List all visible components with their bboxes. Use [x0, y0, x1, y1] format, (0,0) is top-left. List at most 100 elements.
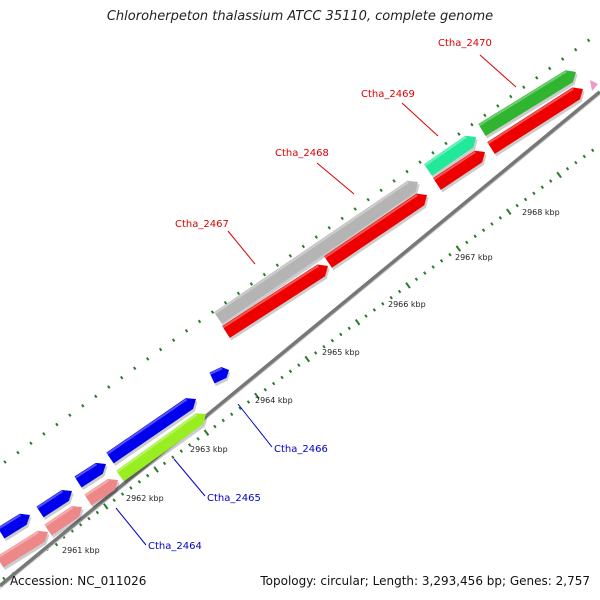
tick-mark	[188, 443, 192, 447]
scale-label-2961: 2961 kbp	[62, 546, 100, 555]
tick-mark	[522, 85, 526, 89]
gene-ctha-2468	[324, 193, 427, 268]
tick-mark	[107, 385, 111, 389]
gene-label-ctha-2464[interactable]: Ctha_2464	[148, 541, 202, 552]
tick-mark	[366, 197, 370, 202]
tick-mark	[582, 154, 586, 159]
gene-salmon-3-highlight	[84, 479, 110, 497]
gene-label-ctha-2467[interactable]: Ctha_2467	[175, 219, 229, 230]
tick-mark	[490, 222, 494, 226]
tick-mark	[229, 412, 234, 417]
tick-mark	[586, 38, 591, 43]
tick-mark	[573, 47, 578, 52]
callout-ctha-2465	[173, 458, 206, 497]
tick-mark	[314, 235, 318, 239]
tick-mark	[153, 466, 159, 473]
tick-mark	[249, 282, 254, 286]
tick-mark	[184, 329, 189, 333]
gene-label-ctha-2465[interactable]: Ctha_2465	[207, 493, 261, 504]
scale-label-2964: 2964 kbp	[255, 396, 293, 405]
scale-label-2967: 2967 kbp	[455, 253, 493, 262]
tick-mark	[457, 132, 461, 136]
tick-mark	[301, 244, 305, 249]
tick-mark	[548, 66, 552, 71]
callout-ctha-2469	[401, 102, 439, 137]
gene-ctha-2469	[424, 135, 476, 176]
gene-salmon-2-highlight	[44, 506, 74, 527]
tick-mark	[509, 94, 513, 99]
tick-mark	[397, 289, 402, 294]
gene-ctha-2464-highlight	[0, 531, 40, 558]
gene-red-1	[222, 264, 328, 338]
scale-label-2962: 2962 kbp	[126, 494, 164, 503]
tick-mark	[481, 228, 486, 232]
tick-mark	[304, 355, 310, 363]
map-title: Chloroherpeton thalassium ATCC 35110, co…	[106, 9, 494, 24]
gene-ctha-2467-highlight	[214, 181, 409, 315]
gene-ctha-2467	[214, 180, 418, 324]
tick-mark	[340, 216, 344, 221]
tick-mark	[431, 150, 435, 155]
backbone	[0, 90, 600, 589]
tick-mark	[102, 503, 109, 510]
callout-ctha-2467	[227, 230, 256, 265]
gene-label-ctha-2468[interactable]: Ctha_2468	[275, 148, 329, 159]
tick-mark	[171, 338, 176, 342]
tick-mark	[210, 310, 215, 314]
tick-mark	[68, 413, 72, 417]
tick-mark	[3, 460, 7, 464]
tick-mark	[322, 344, 326, 349]
gene-blue-4	[106, 398, 196, 464]
tick-mark	[392, 179, 396, 183]
tick-mark	[158, 347, 163, 352]
scale-label-2965: 2965 kbp	[322, 348, 360, 357]
callout-ctha-2468	[316, 162, 355, 195]
scale-label-2968: 2968 kbp	[522, 208, 560, 217]
tick-mark	[339, 332, 343, 337]
scale-label-2963: 2963 kbp	[190, 445, 228, 454]
tick-mark	[590, 148, 595, 153]
tick-mark	[94, 394, 98, 399]
tick-mark	[179, 449, 183, 453]
tick-mark	[560, 57, 565, 61]
tick-mark	[515, 203, 519, 208]
tick-mark	[236, 291, 241, 296]
tick-mark	[405, 169, 409, 174]
tick-mark	[455, 245, 462, 252]
tick-mark	[405, 282, 411, 289]
tick-mark	[540, 185, 545, 189]
tick-mark	[483, 113, 487, 118]
tick-mark	[448, 252, 452, 257]
tick-mark	[263, 387, 267, 392]
tick-mark	[313, 351, 318, 355]
tick-mark	[353, 207, 357, 211]
tick-mark	[354, 318, 361, 326]
gene-blue-3-highlight	[74, 463, 98, 479]
tick-mark	[145, 357, 150, 361]
gene-ctha-2470-highlight	[478, 70, 567, 127]
gene-label-ctha-2469[interactable]: Ctha_2469	[361, 89, 415, 100]
tick-mark	[473, 234, 477, 239]
tick-mark	[505, 208, 512, 215]
tick-mark	[574, 160, 578, 165]
gene-labels: Ctha_2470 Ctha_2469 Ctha_2468 Ctha_2467 …	[148, 38, 492, 552]
tick-mark	[549, 179, 553, 183]
tick-mark	[221, 418, 225, 423]
tick-mark	[280, 375, 284, 380]
gene-salmon-2	[44, 506, 82, 536]
tick-mark	[238, 406, 242, 410]
gene-label-ctha-2470[interactable]: Ctha_2470	[438, 38, 492, 49]
tick-mark	[16, 450, 20, 455]
tick-mark	[423, 271, 427, 275]
gene-label-ctha-2466[interactable]: Ctha_2466	[274, 444, 328, 455]
tick-mark	[288, 369, 293, 374]
gene-ctha-2469-highlight	[424, 136, 467, 167]
gene-red-3	[433, 150, 485, 190]
tick-mark	[29, 441, 33, 446]
tick-mark	[381, 301, 385, 306]
gene-blue-2	[36, 489, 72, 518]
tick-mark	[465, 240, 469, 245]
tick-mark	[439, 259, 444, 263]
tick-mark	[162, 461, 167, 466]
